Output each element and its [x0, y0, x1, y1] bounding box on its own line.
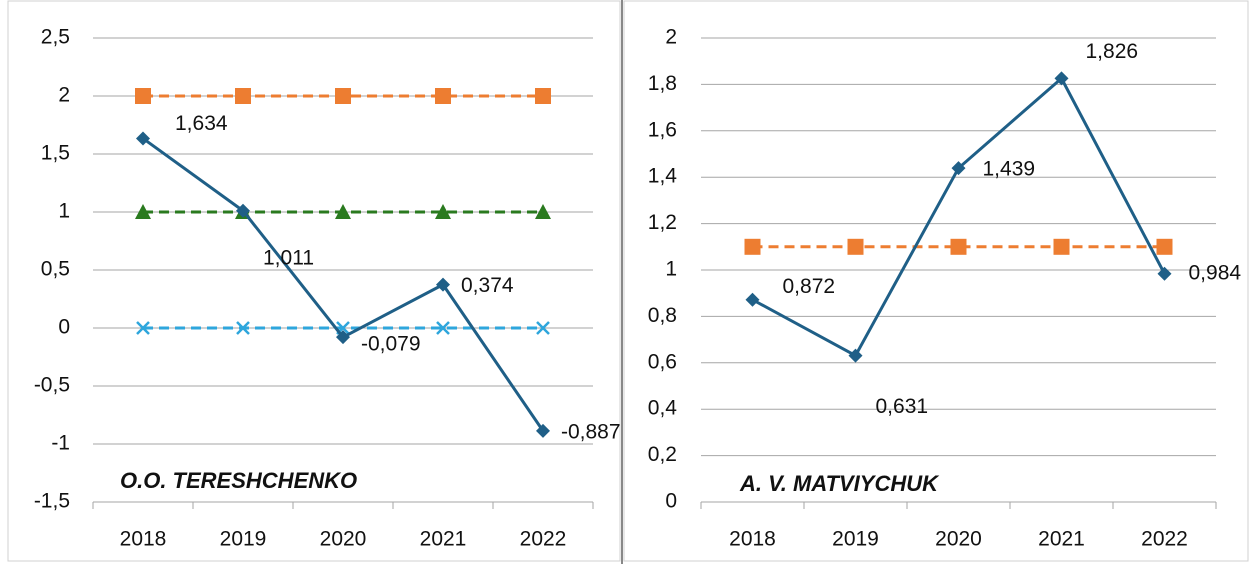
marker [336, 330, 350, 345]
y-tick-label: 2 [58, 84, 70, 107]
data-label: -0,887 [561, 420, 621, 443]
data-label: 1,634 [175, 112, 228, 135]
y-tick-label: 1 [58, 200, 70, 223]
data-label: 0,872 [783, 275, 836, 298]
x-tick-label: 2022 [520, 528, 567, 551]
marker [436, 321, 450, 335]
marker [236, 321, 250, 335]
series-line [751, 75, 1166, 358]
data-label: 1,826 [1086, 40, 1139, 63]
y-tick-label: 1,4 [648, 165, 678, 188]
marker [950, 238, 967, 255]
annotation: O.O. TERESHCHENKO [120, 468, 357, 493]
data-label: 0,374 [461, 274, 514, 297]
marker [1157, 266, 1172, 281]
y-tick-label: 1 [665, 258, 677, 281]
marker [1156, 238, 1173, 255]
chart-frame [623, 0, 1249, 562]
data-label: 0,631 [876, 395, 929, 418]
x-tick-label: 2019 [832, 528, 879, 551]
x-tick-label: 2021 [420, 528, 467, 551]
marker [235, 88, 251, 104]
y-tick-label: 0,8 [648, 304, 677, 327]
y-tick-label: 1,2 [648, 211, 677, 234]
marker [436, 277, 450, 292]
x-tick-label: 2021 [1038, 528, 1085, 551]
marker [136, 321, 150, 335]
x-tick-label: 2022 [1141, 528, 1188, 551]
marker [435, 88, 451, 104]
marker [536, 423, 550, 438]
marker [236, 203, 250, 218]
x-tick-label: 2020 [320, 528, 367, 551]
annotation: A. V. MATVIYCHUK [739, 471, 940, 496]
marker [435, 204, 451, 219]
y-tick-label: 1,5 [41, 142, 70, 165]
marker [848, 348, 863, 363]
marker [135, 88, 151, 104]
marker [335, 88, 351, 104]
marker [1054, 71, 1069, 86]
y-tick-label: 2 [665, 26, 677, 49]
y-tick-label: 0,5 [41, 258, 70, 281]
x-tick-label: 2018 [120, 528, 167, 551]
x-tick-label: 2020 [935, 528, 982, 551]
x-tick-label: 2019 [220, 528, 267, 551]
marker [745, 292, 760, 307]
marker [1053, 238, 1070, 255]
y-tick-label: 0,4 [648, 397, 678, 420]
marker [847, 238, 864, 255]
y-tick-label: -1,5 [34, 490, 70, 513]
data-label: 0,984 [1189, 261, 1242, 284]
y-tick-label: 0,6 [648, 350, 677, 373]
marker [536, 321, 550, 335]
chart-frame [7, 0, 621, 562]
marker [535, 204, 551, 219]
data-label: -0,079 [361, 333, 421, 356]
marker [951, 161, 966, 176]
marker [744, 238, 761, 255]
data-label: 1,439 [983, 158, 1036, 181]
y-tick-label: 1,6 [648, 118, 677, 141]
y-tick-label: 0,2 [648, 443, 677, 466]
x-tick-label: 2018 [729, 528, 776, 551]
y-tick-label: 2,5 [41, 26, 70, 49]
y-tick-label: 0 [665, 490, 677, 513]
data-label: 1,011 [263, 246, 314, 269]
y-tick-label: 0 [58, 316, 70, 339]
y-tick-label: -1 [51, 432, 70, 455]
y-tick-label: 1,8 [648, 72, 677, 95]
marker [535, 88, 551, 104]
marker [135, 204, 151, 219]
y-tick-label: -0,5 [34, 374, 70, 397]
marker [136, 131, 150, 146]
marker [335, 204, 351, 219]
